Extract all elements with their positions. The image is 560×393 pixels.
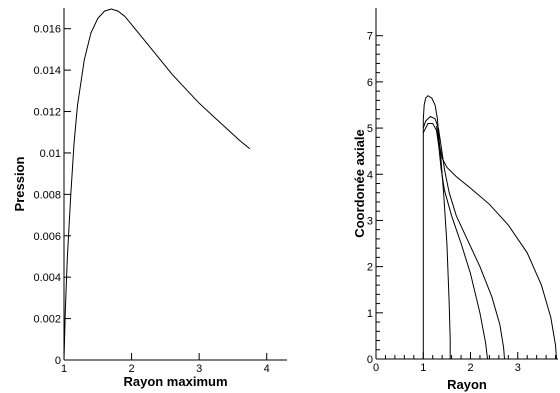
x-tick-label: 2 (467, 362, 473, 374)
y-axis-title: Pression (12, 156, 27, 211)
y-tick-label: 0.016 (33, 24, 61, 36)
x-tick-label: 2 (129, 363, 135, 375)
y-tick-label: 0.006 (33, 231, 61, 243)
pressure-chart: 1 2 3 4 0 0.002 0.004 0.006 0.008 0.01 0.012 0.014 0… (12, 8, 287, 389)
y-tick-label: 3 (367, 215, 373, 227)
y-tick-label: 6 (367, 77, 373, 89)
y-tick-label: 0.014 (33, 65, 61, 77)
y-tick-label: 4 (367, 169, 373, 181)
x-tick-label: 1 (420, 362, 426, 374)
x-tick-label: 1 (61, 363, 67, 375)
series-line-1 (422, 95, 557, 360)
y-tick-label: 2 (367, 262, 373, 274)
y-tick-label: 7 (367, 31, 373, 43)
x-tick-label: 4 (264, 363, 270, 375)
y-tick-label: 5 (367, 123, 373, 135)
x-tick-label: 3 (515, 362, 521, 374)
y-tick-label: 0.01 (40, 148, 61, 160)
series-line-3 (422, 123, 488, 360)
series-line-2 (422, 115, 505, 360)
y-axis-title: Coordonée axiale (352, 129, 367, 237)
x-tick-label: 0 (373, 362, 379, 374)
y-tick-label: 0.004 (33, 272, 61, 284)
x-tick-label: 3 (196, 363, 202, 375)
y-tick-label: 0.012 (33, 107, 61, 119)
series-line-1 (63, 8, 251, 361)
x-axis-title: Rayon maximum (123, 374, 227, 389)
series-line-4 (436, 125, 451, 359)
y-tick-label: 1 (367, 308, 373, 320)
profile-chart: 0123401234567RayonCoordonée axiale (352, 8, 558, 392)
y-tick-label: 0 (55, 355, 61, 367)
y-tick-label: 0.008 (33, 189, 61, 201)
y-tick-label: 0 (367, 354, 373, 366)
y-tick-label: 0.002 (33, 314, 61, 326)
x-axis-title: Rayon (447, 377, 487, 392)
